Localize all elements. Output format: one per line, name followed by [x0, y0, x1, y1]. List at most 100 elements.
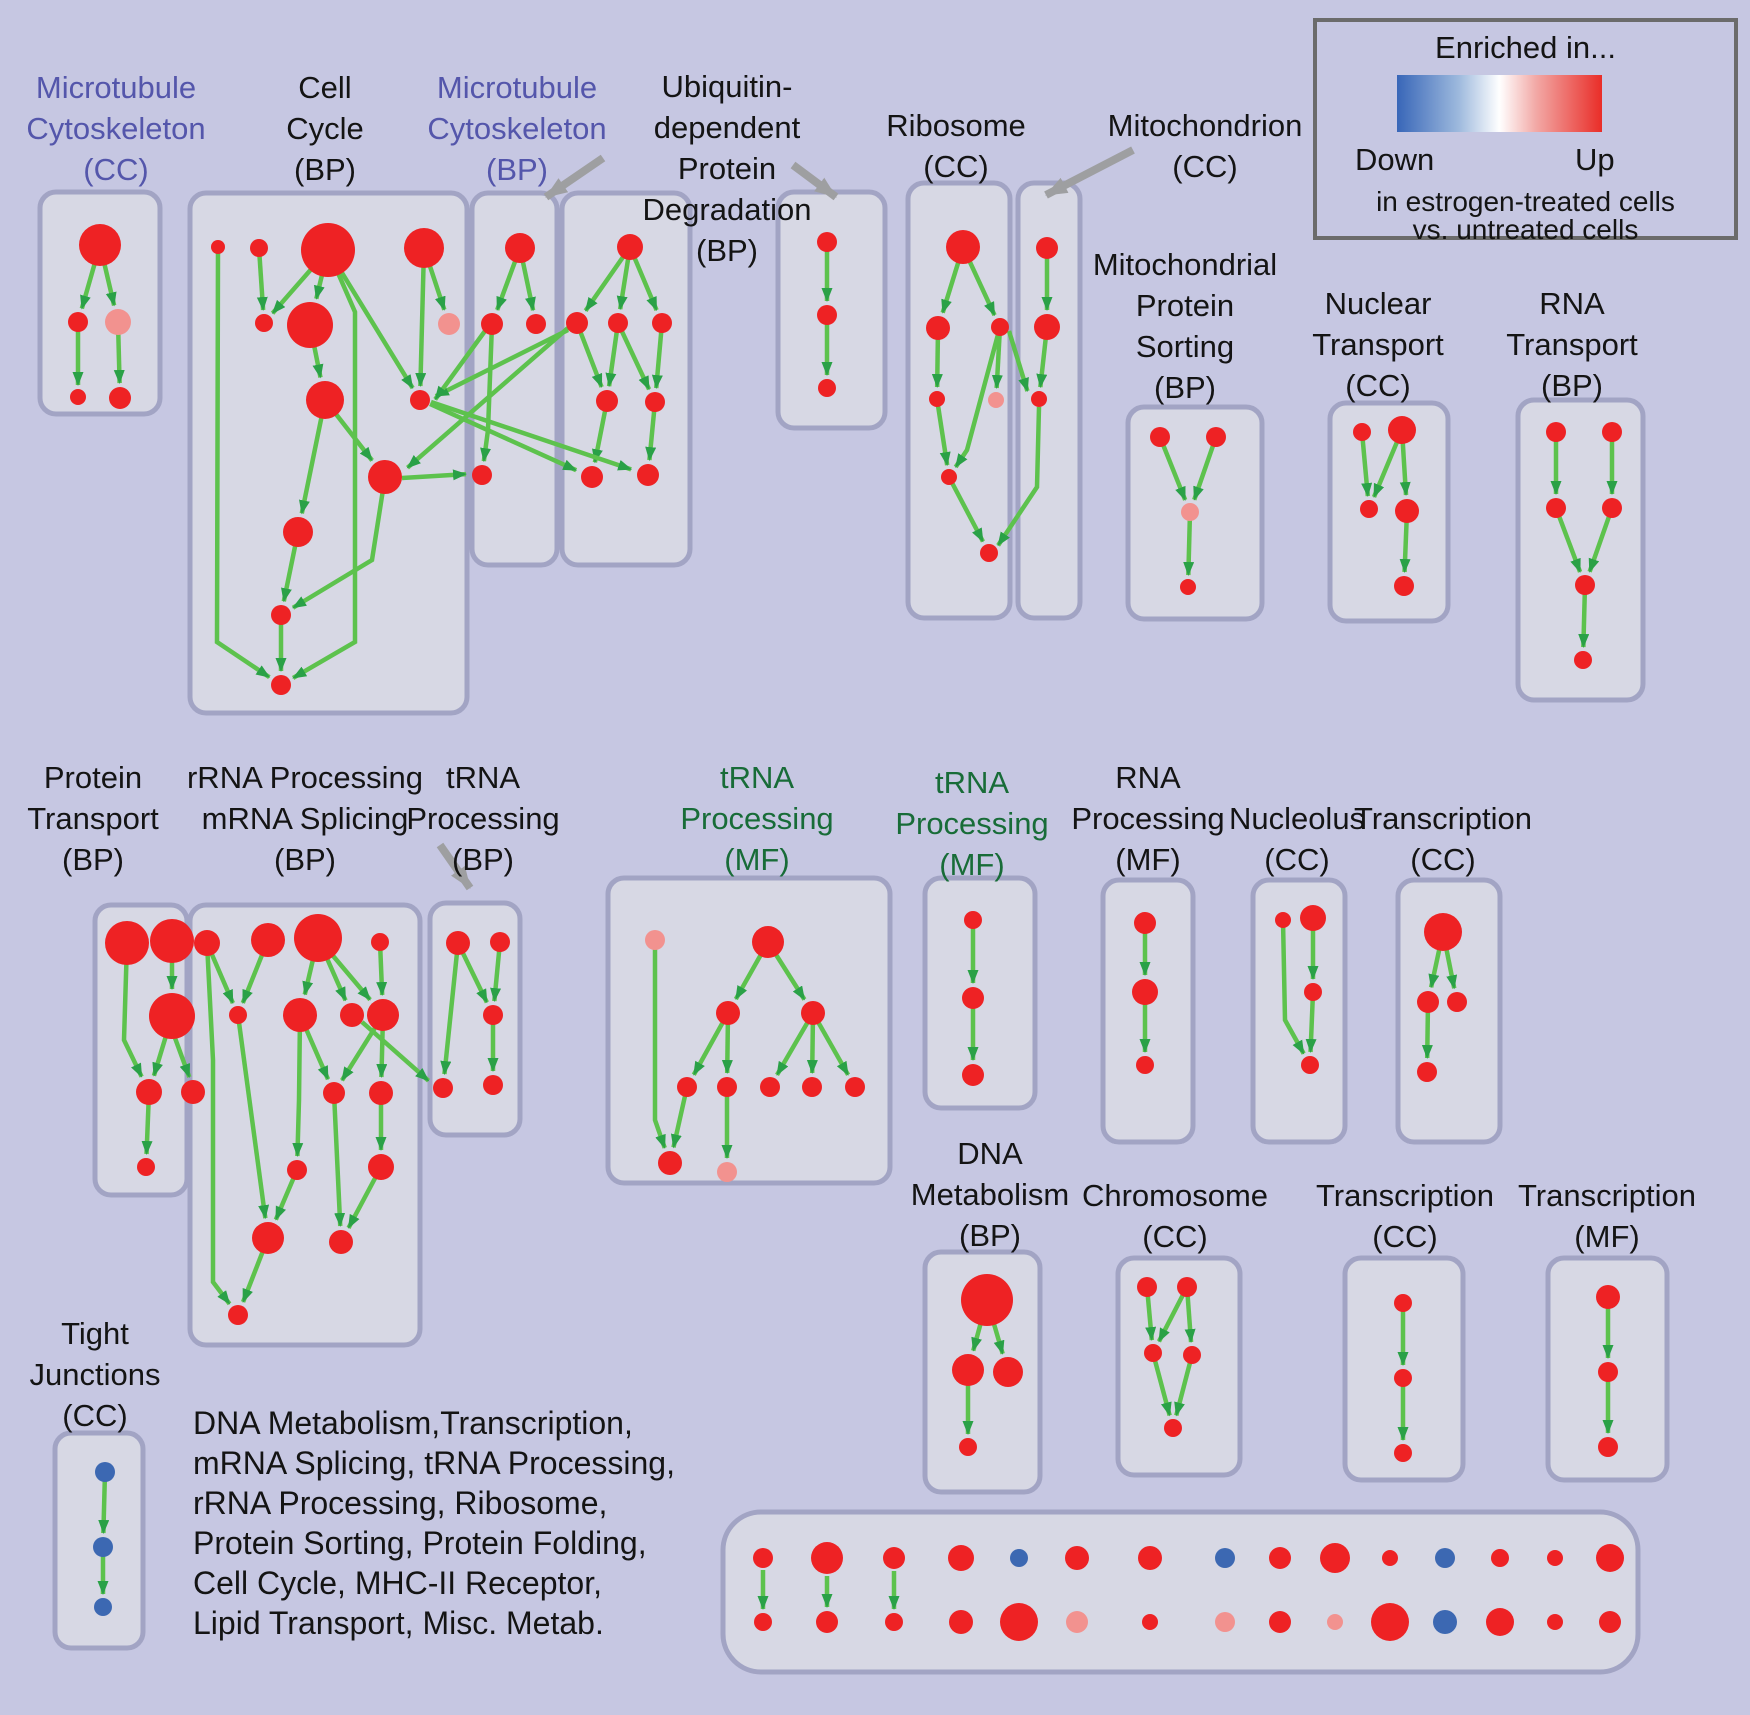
go-term-node	[1424, 913, 1462, 951]
relation-arrow	[98, 1471, 110, 1535]
relation-arrow	[996, 406, 1042, 547]
go-term-node	[817, 305, 837, 325]
go-term-node	[961, 1274, 1013, 1326]
relation-arrow	[605, 322, 621, 388]
go-term-node	[1486, 1608, 1514, 1636]
go-term-node	[1417, 1062, 1437, 1082]
relation-arrow	[292, 1014, 304, 1158]
relation-arrow	[360, 1020, 430, 1083]
go-term-node	[287, 1160, 307, 1180]
go-term-node	[271, 605, 291, 625]
go-term-node	[505, 233, 535, 263]
relation-arrow	[401, 469, 468, 481]
go-term-node	[137, 1158, 155, 1176]
go-term-node	[1395, 499, 1419, 523]
go-term-node	[1215, 1548, 1235, 1568]
relation-arrow	[214, 246, 271, 680]
go-term-node	[136, 1079, 162, 1105]
go-term-node	[566, 312, 588, 334]
go-term-node	[752, 926, 784, 958]
relation-arrow	[434, 327, 570, 399]
go-term-node	[1447, 992, 1467, 1012]
go-term-node	[716, 1001, 740, 1025]
go-term-node	[1435, 1548, 1455, 1568]
go-term-node	[952, 1354, 984, 1386]
relation-arrow	[121, 942, 144, 1078]
go-term-node	[1388, 416, 1416, 444]
relation-arrow	[291, 476, 388, 610]
go-term-node	[251, 923, 285, 957]
legend-down-label: Down	[1355, 142, 1435, 177]
go-term-node	[472, 465, 492, 485]
go-term-node	[367, 999, 399, 1031]
go-term-node	[481, 313, 503, 335]
relation-arrow	[1006, 330, 1030, 393]
callout-arrow	[543, 154, 606, 201]
go-term-node	[105, 921, 149, 965]
go-term-node	[79, 224, 121, 266]
relation-arrow	[430, 399, 633, 472]
legend-subtitle-1: in estrogen-treated cells	[1376, 186, 1675, 217]
legend-gradient-bar	[1397, 75, 1602, 132]
go-term-node	[255, 314, 273, 332]
go-term-node	[294, 914, 342, 962]
cluster-box-microtubule-cc	[37, 189, 163, 417]
go-term-node	[1546, 422, 1566, 442]
callout-arrow	[1044, 146, 1135, 199]
go-term-node	[608, 313, 628, 333]
go-term-node	[816, 1611, 838, 1633]
go-term-node	[105, 309, 131, 335]
go-term-node	[306, 381, 344, 419]
relation-arrow	[574, 322, 604, 388]
go-term-node	[1360, 500, 1378, 518]
legend-subtitle-2: vs. untreated cells	[1412, 214, 1639, 245]
go-term-node	[368, 1154, 394, 1180]
relation-arrow	[1553, 507, 1583, 573]
go-term-node	[323, 1082, 345, 1104]
relation-arrow	[433, 329, 487, 401]
go-term-node	[250, 239, 268, 257]
go-term-node	[1596, 1544, 1624, 1572]
go-term-node	[1010, 1549, 1028, 1567]
go-term-node	[1142, 1614, 1158, 1630]
go-term-node	[949, 1610, 973, 1634]
go-term-node	[926, 316, 950, 340]
go-term-node	[433, 1078, 453, 1098]
go-term-node	[1575, 575, 1595, 595]
go-term-node	[845, 1077, 865, 1097]
go-term-node	[283, 998, 317, 1032]
go-term-node	[1269, 1611, 1291, 1633]
go-term-node	[801, 1001, 825, 1025]
relation-arrow	[651, 322, 665, 390]
go-term-node	[1136, 1056, 1154, 1074]
misc-pathways-text: DNA Metabolism,Transcription, mRNA Splic…	[193, 1405, 675, 1641]
go-term-node	[1599, 1611, 1621, 1633]
go-term-node	[1382, 1550, 1398, 1566]
go-term-node	[645, 392, 665, 412]
go-term-node	[962, 987, 984, 1009]
go-term-node	[1547, 1614, 1563, 1630]
go-term-node	[596, 390, 618, 412]
go-term-node	[149, 993, 195, 1039]
go-term-node	[1065, 1546, 1089, 1570]
go-term-node	[1371, 1603, 1409, 1641]
relation-arrow	[256, 247, 268, 312]
relation-arrow	[440, 942, 461, 1076]
go-term-node	[194, 930, 220, 956]
go-term-node	[941, 469, 957, 485]
go-term-node	[717, 1162, 737, 1182]
go-term-node	[645, 930, 665, 950]
go-term-node	[228, 1305, 248, 1325]
go-term-node	[988, 392, 1004, 408]
go-term-node	[948, 1545, 974, 1571]
go-term-node	[1602, 498, 1622, 518]
go-term-node	[818, 379, 836, 397]
go-term-node	[959, 1438, 977, 1456]
go-term-node	[1180, 579, 1196, 595]
go-term-node	[1320, 1543, 1350, 1573]
go-term-node	[964, 911, 982, 929]
go-term-node	[490, 932, 510, 952]
relation-arrow	[204, 942, 232, 1306]
go-term-node	[1031, 391, 1047, 407]
